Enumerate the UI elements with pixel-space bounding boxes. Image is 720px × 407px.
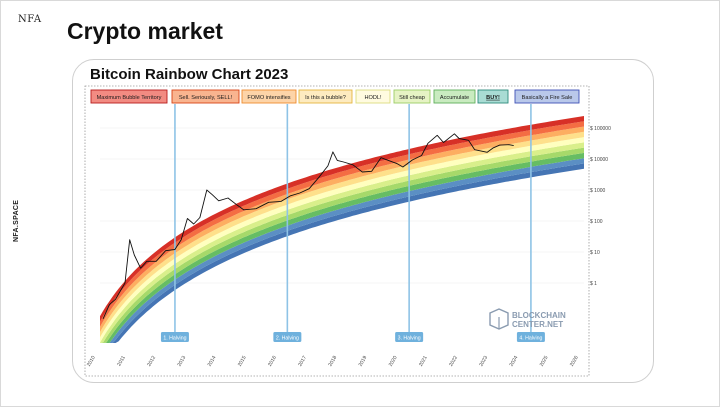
- x-tick-label-2: 2012: [146, 355, 157, 368]
- x-tick-label-16: 2026: [569, 355, 580, 368]
- plot-border: [84, 85, 590, 377]
- band-legend-label-6: Accumulate: [440, 95, 469, 101]
- band-legend-box-5: [393, 89, 431, 104]
- watermark-text-1: BLOCKCHAIN: [512, 311, 566, 320]
- x-tick-label-1: 2011: [116, 355, 127, 368]
- band-legend-label-4: HODL!: [364, 95, 382, 101]
- watermark-text-2: CENTER.NET: [512, 320, 563, 329]
- y-tick-label-1: $ 10: [590, 250, 600, 256]
- x-tick-label-7: 2017: [297, 355, 308, 368]
- halving-label-box-1: [160, 332, 189, 342]
- y-tick-label-4: $ 10000: [590, 157, 608, 163]
- x-tick-label-9: 2019: [358, 355, 369, 368]
- band-legend-box-8: [514, 89, 580, 104]
- x-tick-label-12: 2022: [448, 355, 459, 368]
- band-legend-box-1: [171, 89, 240, 104]
- band-legend-box-7: [477, 89, 509, 104]
- band-legend-label-0: Maximum Bubble Territory: [97, 95, 162, 101]
- halving-label-2: 2. Halving: [276, 336, 299, 342]
- x-tick-label-10: 2020: [388, 355, 399, 368]
- x-tick-label-15: 2025: [539, 355, 550, 368]
- halving-label-3: 3. Halving: [398, 336, 421, 342]
- x-tick-label-13: 2023: [478, 355, 489, 368]
- band-legend-box-2: [241, 89, 297, 104]
- y-tick-label-0: $ 1: [590, 281, 597, 287]
- page-title: Crypto market: [67, 18, 223, 44]
- band-legend-label-1: Sell. Seriously, SELL!: [179, 95, 233, 101]
- price-series-line: [102, 133, 514, 319]
- halving-label-box-3: [395, 332, 424, 342]
- y-tick-label-3: $ 1000: [590, 188, 606, 194]
- brand-logo: NFA: [18, 14, 42, 25]
- halving-label-4: 4. Halving: [519, 336, 542, 342]
- x-tick-label-14: 2024: [509, 355, 520, 368]
- x-tick-label-8: 2018: [327, 355, 338, 368]
- watermark-cube-icon: [489, 308, 509, 330]
- band-legend-label-5: Still cheap: [399, 95, 425, 101]
- y-tick-label-2: $ 100: [590, 219, 603, 225]
- halving-label-box-2: [273, 332, 302, 342]
- chart-title: Bitcoin Rainbow Chart 2023: [90, 66, 289, 83]
- halving-label-box-4: [516, 332, 545, 342]
- x-tick-label-4: 2014: [207, 355, 218, 368]
- x-tick-label-6: 2016: [267, 355, 278, 368]
- x-tick-label-3: 2013: [177, 355, 188, 368]
- x-tick-label-0: 2010: [86, 355, 97, 368]
- band-legend-label-3: Is this a bubble?: [305, 95, 346, 101]
- band-legend-label-2: FOMO intensifies: [247, 95, 290, 101]
- band-legend-box-6: [433, 89, 476, 104]
- band-legend-box-0: [90, 89, 168, 104]
- band-legend-box-3: [298, 89, 353, 104]
- x-tick-label-11: 2021: [418, 355, 429, 368]
- band-legend-box-4: [355, 89, 391, 104]
- band-legend-label-7: BUY!: [486, 95, 500, 101]
- y-tick-label-5: $ 100000: [590, 126, 611, 132]
- band-legend-label-8: Basically a Fire Sale: [522, 95, 573, 101]
- x-tick-label-5: 2015: [237, 355, 248, 368]
- halving-label-1: 1. Halving: [163, 336, 186, 342]
